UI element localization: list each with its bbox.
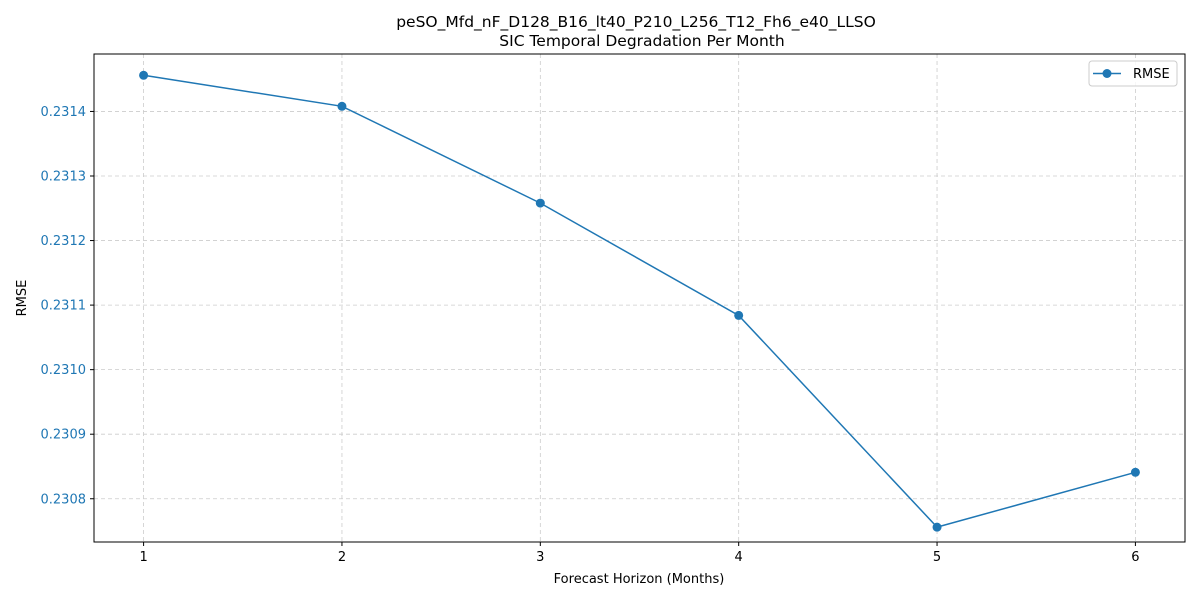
y-tick-label: 0.2312 (41, 234, 87, 249)
y-tick-label: 0.2308 (41, 492, 87, 507)
data-point (337, 101, 347, 111)
x-tick-label: 6 (1131, 550, 1139, 565)
legend: RMSE (1088, 60, 1178, 87)
legend-box (1088, 60, 1178, 87)
chart-title: peSO_Mfd_nF_D128_B16_lt40_P210_L256_T12_… (396, 13, 876, 32)
y-tick-label: 0.2311 (41, 299, 87, 314)
y-tick-label: 0.2309 (41, 428, 87, 443)
y-tick-label: 0.2313 (41, 170, 87, 185)
data-point (535, 198, 545, 208)
axis-ticks: 1 2 3 4 5 6 0.2308 0.2309 0.2310 0.2311 0.2312 0.23… (41, 105, 1140, 565)
data-point (932, 522, 942, 532)
data-point (139, 70, 149, 80)
legend-marker-swatch (1102, 69, 1112, 78)
x-tick-label: 1 (139, 550, 147, 565)
data-point (1130, 467, 1140, 477)
y-axis-label: RMSE (15, 280, 30, 317)
series-plot (139, 70, 1140, 532)
y-tick-label: 0.2310 (41, 363, 87, 378)
legend-label-rmse: RMSE (1133, 67, 1170, 82)
x-tick-label: 3 (536, 550, 544, 565)
plot-frame (93, 53, 1186, 543)
series-line-rmse (143, 74, 1136, 528)
data-point (734, 310, 744, 320)
chart-subtitle: SIC Temporal Degradation Per Month (499, 32, 784, 50)
grid-lines (94, 54, 1185, 542)
x-axis-label: Forecast Horizon (Months) (554, 572, 725, 587)
x-tick-label: 5 (933, 550, 941, 565)
x-tick-label: 4 (735, 550, 743, 565)
x-tick-label: 2 (338, 550, 346, 565)
y-tick-label: 0.2314 (41, 105, 87, 120)
